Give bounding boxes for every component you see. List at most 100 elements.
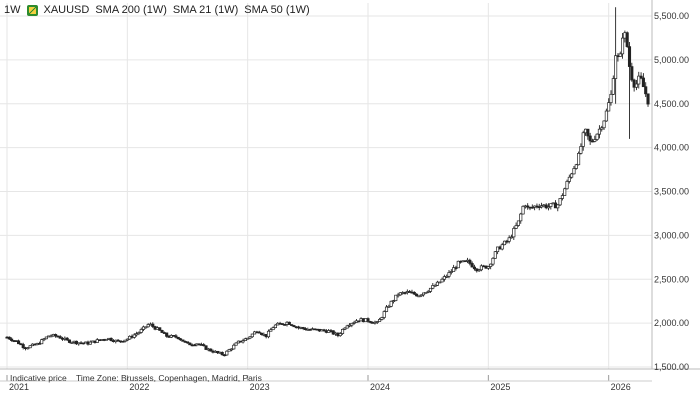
- y-tick-label: 2,500.00: [654, 274, 689, 284]
- candle: [229, 348, 234, 352]
- candle: [352, 320, 356, 325]
- candle: [426, 289, 430, 294]
- candle: [260, 332, 264, 336]
- candle: [597, 125, 601, 139]
- candle: [7, 336, 11, 340]
- timezone-label: Time Zone: Brussels, Copenhagen, Madrid,…: [76, 373, 262, 383]
- candle: [375, 320, 379, 325]
- candle: [292, 324, 296, 328]
- candle: [560, 193, 564, 201]
- candle: [574, 163, 578, 170]
- candle: [58, 335, 62, 339]
- candle: [544, 203, 548, 210]
- candle: [632, 78, 636, 92]
- candle: [185, 341, 190, 344]
- candle: [220, 351, 224, 356]
- candle: [477, 268, 481, 273]
- candle: [141, 325, 146, 332]
- candle: [65, 336, 69, 341]
- candle: [139, 327, 143, 334]
- candle: [188, 342, 192, 346]
- candle: [625, 31, 629, 48]
- candle: [125, 338, 129, 342]
- candle: [479, 264, 483, 272]
- chart-legend: 1W XAUUSD SMA 200 (1W) SMA 21 (1W) SMA 5…: [4, 4, 310, 16]
- candle: [382, 310, 386, 320]
- indicator-sma50[interactable]: SMA 50 (1W): [244, 4, 310, 16]
- candle: [266, 329, 271, 339]
- candle: [269, 327, 273, 332]
- candle: [137, 331, 141, 336]
- candle: [540, 202, 544, 209]
- indicator-sma200[interactable]: SMA 200 (1W): [95, 4, 167, 16]
- candle: [491, 257, 495, 267]
- indicator-sma21[interactable]: SMA 21 (1W): [172, 4, 239, 16]
- candle: [424, 291, 428, 294]
- candle: [104, 338, 109, 341]
- candle: [88, 340, 92, 345]
- candle: [10, 337, 14, 342]
- symbol-label[interactable]: XAUUSD: [43, 4, 90, 16]
- candle: [452, 264, 456, 272]
- x-tick-label: 2021: [9, 382, 29, 392]
- candle: [70, 341, 74, 344]
- candle: [394, 294, 398, 302]
- candle: [577, 151, 581, 166]
- candle: [287, 321, 291, 325]
- candle: [345, 324, 349, 329]
- candle: [49, 334, 53, 338]
- candle: [472, 264, 477, 271]
- candle: [505, 239, 509, 244]
- interval-label[interactable]: 1W: [4, 4, 21, 16]
- candle: [146, 323, 150, 328]
- candle: [343, 327, 347, 331]
- candle: [181, 339, 185, 342]
- candle: [519, 212, 523, 224]
- candle: [572, 166, 576, 175]
- y-tick-label: 1,500.00: [654, 362, 689, 372]
- candle: [634, 79, 638, 91]
- candle: [438, 281, 442, 284]
- candle: [248, 336, 252, 340]
- candle: [40, 338, 44, 345]
- candle: [428, 287, 433, 293]
- candle: [602, 120, 606, 130]
- candle: [204, 345, 208, 350]
- candle: [549, 203, 553, 210]
- candle: [581, 130, 585, 151]
- candle: [54, 333, 58, 338]
- candle: [637, 71, 641, 89]
- candle: [618, 51, 622, 57]
- candle: [357, 320, 361, 323]
- candle: [516, 220, 520, 227]
- x-tick-label: 2024: [370, 382, 390, 392]
- candle: [412, 291, 416, 296]
- candle: [387, 304, 391, 308]
- candle: [243, 337, 247, 341]
- candle: [563, 187, 567, 196]
- candle: [493, 251, 497, 259]
- candle: [526, 203, 530, 210]
- candle: [123, 339, 127, 343]
- candle: [380, 316, 384, 321]
- candle: [347, 323, 352, 328]
- candle: [611, 75, 615, 96]
- candle: [445, 274, 449, 279]
- candle: [570, 172, 574, 179]
- candle: [579, 143, 583, 155]
- candle: [378, 317, 382, 322]
- footer-note: Indicative price Time Zone: Brussels, Co…: [10, 373, 262, 383]
- candle: [456, 260, 460, 269]
- candle: [17, 339, 21, 345]
- candle: [151, 322, 155, 329]
- candle: [165, 332, 169, 338]
- candle: [447, 270, 451, 279]
- y-tick-label: 3,000.00: [654, 230, 689, 240]
- y-axis: 1,500.00 2,000.00 2,500.00 3,000.00 3,500.00…: [651, 0, 689, 372]
- candle: [271, 326, 275, 331]
- candle: [630, 62, 634, 82]
- x-axis: 2021 2022 2023 2024 2025 2026: [0, 375, 652, 392]
- candle: [232, 343, 236, 350]
- candle: [442, 274, 446, 282]
